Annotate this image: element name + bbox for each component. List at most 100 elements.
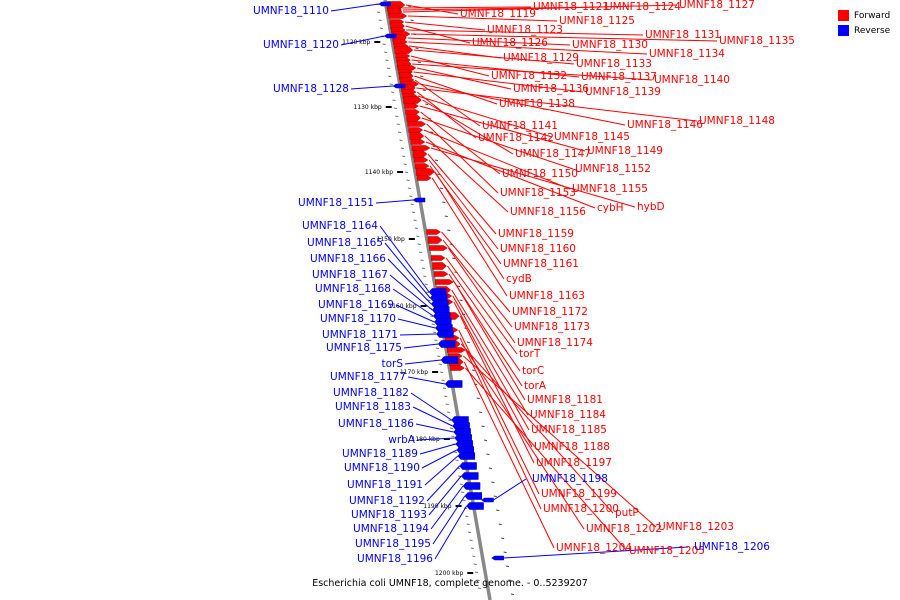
scale-dash: [477, 587, 481, 590]
scale-dash: [426, 291, 430, 294]
forward-gene-feature: [435, 279, 454, 285]
forward-gene-feature: [427, 236, 443, 244]
forward-connector: [447, 265, 521, 372]
feature-dash: [488, 467, 492, 470]
scale-dash: [377, 11, 381, 14]
reverse-gene-feature: [459, 462, 477, 470]
forward-gene-feature: [407, 121, 427, 127]
forward-gene-label: UMNF18_1130: [572, 39, 648, 51]
feature-dash: [430, 131, 434, 134]
feature-dash: [447, 229, 451, 232]
scale-dash: [431, 323, 435, 326]
feature-dash: [459, 299, 463, 302]
scale-dash: [465, 515, 469, 518]
feature-dash: [471, 369, 475, 372]
forward-gene-label: UMNF18_1150: [502, 168, 578, 180]
forward-connector: [427, 153, 497, 235]
feature-dash: [505, 565, 510, 568]
forward-connector: [459, 337, 542, 510]
reverse-connector: [330, 3, 379, 12]
scale-dash: [410, 203, 414, 206]
scale-dash: [396, 123, 400, 126]
scale-label: 1130 kbp: [353, 104, 381, 111]
forward-connector: [416, 91, 477, 139]
reverse-gene-feature: [378, 1, 391, 7]
scale-dash: [442, 387, 446, 390]
forward-gene-label: UMNF18_1136: [513, 83, 589, 95]
reverse-gene-feature: [435, 324, 453, 332]
forward-connector: [430, 147, 636, 208]
scale-dash: [388, 75, 392, 78]
reverse-connector: [434, 505, 467, 560]
reverse-gene-feature: [481, 497, 494, 503]
forward-connector: [425, 141, 596, 209]
feature-dash: [452, 257, 456, 260]
scale-dash: [378, 19, 382, 22]
reverse-gene-feature: [452, 422, 470, 430]
scale-dash: [385, 59, 389, 62]
feature-dash: [425, 103, 429, 106]
feature-dash: [496, 509, 500, 512]
reverse-connector: [379, 225, 430, 293]
scale-dash: [475, 571, 479, 574]
forward-gene-feature: [412, 150, 428, 158]
forward-gene-label: hybD: [637, 201, 665, 213]
reverse-connector: [426, 465, 460, 502]
forward-connector: [411, 59, 580, 78]
scale-dash: [416, 235, 420, 238]
forward-connector: [414, 75, 498, 105]
forward-gene-label: UMNF18_1173: [514, 321, 590, 333]
scale-dash: [399, 139, 403, 142]
reverse-connector: [350, 85, 394, 90]
scale-dash: [400, 147, 404, 150]
scale-dash: [438, 363, 442, 366]
scale-label: 1120 kbp: [342, 39, 370, 46]
feature-dash: [415, 47, 419, 50]
reverse-connector: [493, 478, 527, 501]
feature-dash: [508, 579, 512, 582]
reverse-gene-feature: [436, 330, 454, 338]
forward-gene-label: UMNF18_1133: [576, 58, 652, 70]
scale-dash: [420, 259, 424, 262]
gene-features: [378, 1, 504, 561]
forward-connector: [414, 79, 481, 127]
forward-connector: [460, 343, 614, 514]
forward-gene-feature: [433, 271, 449, 277]
label-connectors: [330, 3, 718, 560]
scale-dash: [473, 563, 477, 566]
reverse-connector: [397, 318, 436, 329]
forward-connector: [419, 83, 626, 126]
forward-gene-label: UMNF18_1163: [509, 290, 585, 302]
feature-dash: [432, 145, 436, 148]
scale-dash: [447, 411, 451, 414]
reverse-connector: [419, 443, 456, 455]
forward-gene-label: UMNF18_1159: [498, 228, 574, 240]
scale-dash: [406, 179, 410, 182]
forward-gene-feature: [409, 132, 425, 140]
reverse-connector: [375, 199, 414, 204]
reverse-connector: [340, 35, 385, 46]
forward-connector: [407, 15, 558, 22]
forward-connector: [445, 257, 518, 355]
forward-gene-feature: [388, 13, 408, 19]
forward-gene-label: UMNF18_1181: [527, 394, 603, 406]
forward-connector: [416, 87, 698, 122]
forward-gene-label: UMNF18_1131: [645, 29, 721, 41]
forward-connector: [406, 29, 644, 36]
feature-dash: [503, 551, 507, 554]
forward-gene-label: torA: [524, 380, 547, 392]
feature-dash: [439, 187, 443, 190]
feature-dash: [491, 481, 495, 484]
reverse-gene-feature: [444, 380, 463, 388]
reverse-gene-label: UMNF18_1190: [344, 462, 420, 474]
forward-connector: [413, 71, 584, 93]
forward-gene-label: UMNF18_1149: [587, 145, 663, 157]
scale-dash: [391, 91, 395, 94]
forward-gene-feature: [430, 255, 446, 261]
reverse-gene-feature: [491, 555, 504, 561]
scale-dash: [468, 531, 472, 534]
forward-gene-feature: [411, 145, 431, 151]
forward-connector: [434, 171, 505, 280]
forward-gene-label: UMNF18_1172: [512, 306, 588, 318]
scale-dash: [469, 539, 473, 542]
